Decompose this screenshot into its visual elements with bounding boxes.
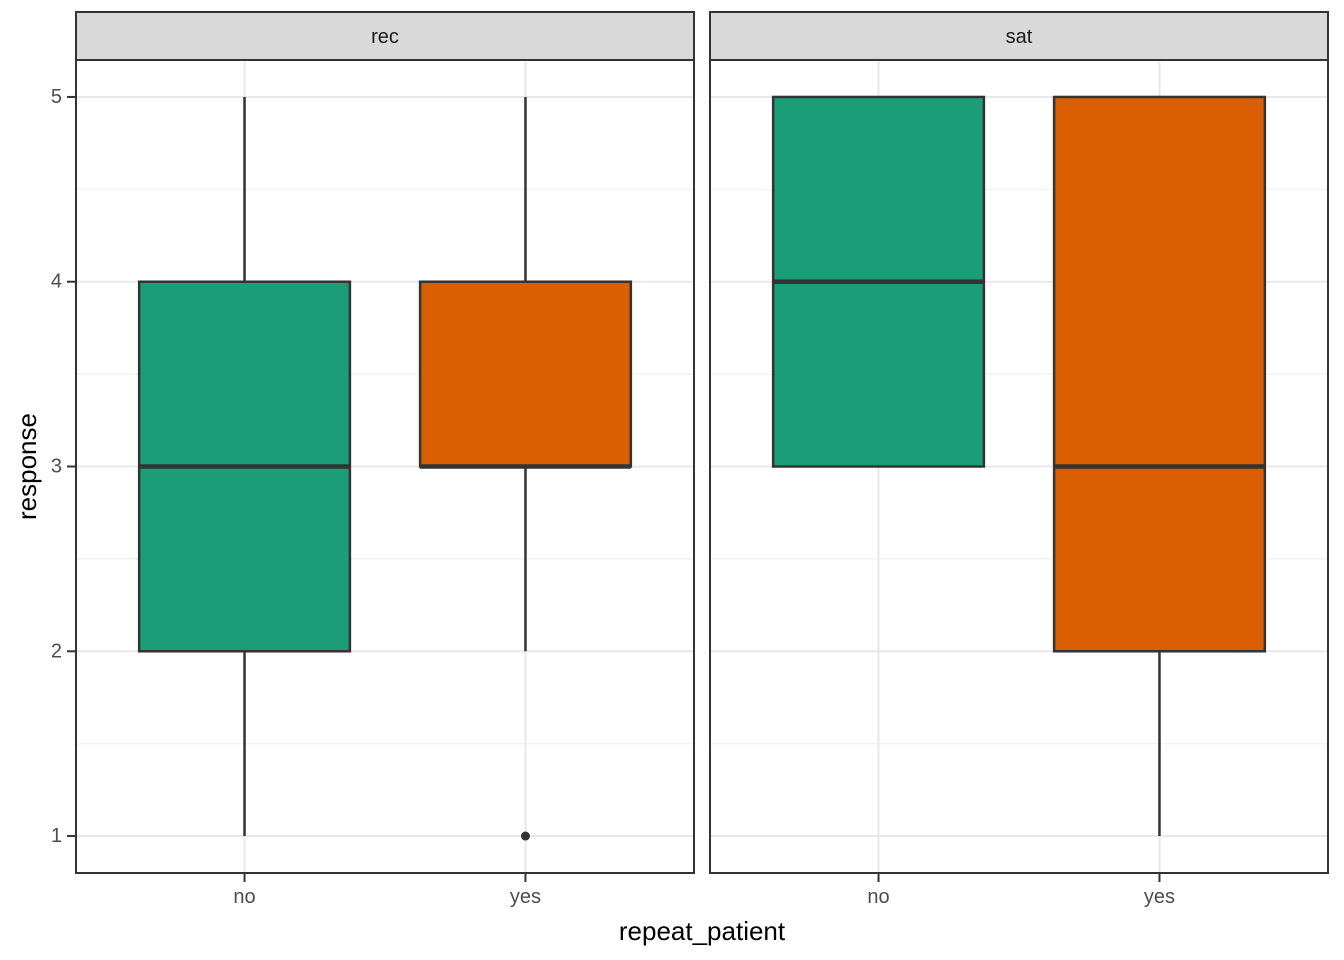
y-tick-label-5: 5 — [51, 86, 62, 108]
box-rec-yes — [418, 280, 633, 468]
y-axis-title: response — [12, 413, 42, 520]
y-tick-label-3: 3 — [51, 456, 62, 478]
x-tick-label-rec-no: no — [233, 886, 255, 908]
facet-label-sat: sat — [1006, 26, 1033, 48]
y-tick-label-2: 2 — [51, 640, 62, 662]
x-tick-label-sat-no: no — [867, 886, 889, 908]
facet-strip-sat — [709, 11, 1329, 61]
y-tick-label-4: 4 — [51, 271, 62, 293]
outlier-point-rec-yes-1 — [520, 831, 530, 841]
box-sat-yes — [1052, 95, 1267, 653]
x-axis-title: repeat_patient — [619, 916, 786, 946]
x-tick-label-sat-yes: yes — [1144, 886, 1175, 908]
x-tick-label-rec-yes: yes — [510, 886, 541, 908]
y-tick-label-1: 1 — [51, 825, 62, 847]
panel-border-sat — [709, 59, 1329, 874]
facet-strip-rec — [75, 11, 695, 61]
facet-label-rec: rec — [371, 26, 399, 48]
